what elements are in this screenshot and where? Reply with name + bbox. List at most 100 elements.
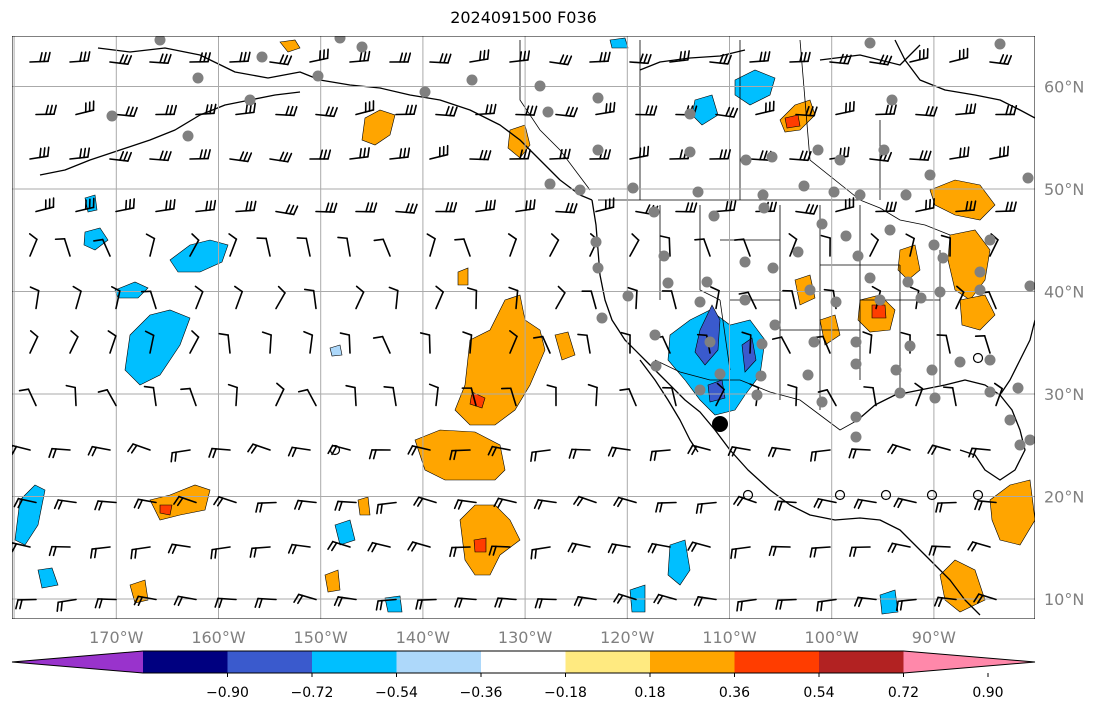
wind-barb xyxy=(454,597,477,608)
station-dot xyxy=(830,296,842,308)
wind-barb xyxy=(869,54,893,66)
wind-barb xyxy=(955,200,977,213)
map-title: 2024091500 F036 xyxy=(450,8,597,27)
negative-anomaly-area xyxy=(609,37,629,49)
station-dot xyxy=(650,360,662,372)
wind-barb xyxy=(493,497,517,509)
wind-barb xyxy=(383,386,397,407)
wind-barb xyxy=(509,330,518,354)
wind-barb xyxy=(144,330,155,354)
wind-barb xyxy=(435,105,458,117)
colorbar-segment xyxy=(312,651,397,673)
wind-barb xyxy=(180,387,197,407)
wind-barb xyxy=(69,51,91,63)
latitude-label: 60°N xyxy=(1044,78,1084,97)
wind-barb xyxy=(107,330,117,354)
latitude-label: 10°N xyxy=(1044,590,1084,609)
station-dot xyxy=(1024,280,1035,292)
colorbar-outline xyxy=(11,650,1036,674)
east-coast-coastline xyxy=(999,319,1035,396)
station-markers xyxy=(106,36,1035,501)
positive-anomaly-area xyxy=(457,267,469,286)
latitude-label: 40°N xyxy=(1044,283,1084,302)
strong-negative-anomaly-area xyxy=(741,337,757,373)
station-dot xyxy=(182,130,194,142)
wind-barb xyxy=(389,52,412,63)
wind-barb xyxy=(607,446,631,458)
wind-barb xyxy=(247,443,271,454)
longitude-label: 90°W xyxy=(912,628,956,647)
station-dot xyxy=(106,110,118,122)
wind-barb xyxy=(133,498,157,510)
negative-anomaly-area xyxy=(667,539,691,586)
wind-barb xyxy=(155,104,178,116)
station-dot xyxy=(192,72,204,84)
wind-barb xyxy=(133,595,157,607)
graticule xyxy=(12,36,1035,619)
wind-barb xyxy=(235,102,256,116)
hudson-bay-coastline xyxy=(894,39,1035,119)
station-dot xyxy=(356,41,368,53)
strong-positive-anomaly-area xyxy=(473,537,487,553)
negative-anomaly-area xyxy=(734,69,776,106)
wind-barb xyxy=(275,204,299,216)
wind-barb xyxy=(909,48,929,63)
wind-barb xyxy=(395,203,418,214)
negative-anomaly-area xyxy=(329,344,343,357)
wind-barb xyxy=(955,285,965,310)
wind-barb xyxy=(275,382,285,407)
wind-barb xyxy=(775,598,797,610)
wind-barb xyxy=(309,48,329,63)
wind-barb xyxy=(577,333,591,354)
wind-barb xyxy=(229,151,253,163)
wind-barb xyxy=(435,202,458,213)
wind-barb xyxy=(829,53,852,65)
wind-barb xyxy=(974,335,991,354)
wind-barb xyxy=(130,546,151,560)
wind-barb xyxy=(694,238,711,257)
wind-barb xyxy=(738,291,757,310)
wind-barb xyxy=(993,382,1003,407)
wind-barb xyxy=(709,53,732,65)
wind-barb xyxy=(234,285,243,310)
station-dot xyxy=(704,336,716,348)
wind-barb xyxy=(97,389,117,407)
wind-barb xyxy=(933,596,957,608)
colorbar-labels: −0.90 −0.72 −0.54 −0.36 −0.18 0.18 0.36 0.54 0.7… xyxy=(206,673,1004,701)
station-dot xyxy=(884,224,896,236)
wind-barb xyxy=(90,546,111,559)
wind-barb xyxy=(755,100,775,116)
wind-barb xyxy=(469,149,492,161)
wind-barb xyxy=(555,202,578,214)
wind-barb xyxy=(249,546,271,558)
station-dot xyxy=(816,218,828,230)
wind-barb xyxy=(65,384,77,407)
wind-barb xyxy=(509,50,531,63)
wind-barb xyxy=(189,149,211,160)
map-area[interactable] xyxy=(8,33,1035,620)
wind-barb xyxy=(741,331,752,354)
wind-barb xyxy=(573,596,597,607)
wind-barb xyxy=(669,50,690,63)
wind-barb xyxy=(54,238,71,257)
station-dot xyxy=(816,396,828,408)
baja-california-coastline xyxy=(639,359,699,453)
station-dot xyxy=(974,284,986,296)
wind-barb xyxy=(875,104,897,116)
wind-barb xyxy=(733,238,751,257)
wind-barb xyxy=(715,382,725,407)
wind-barb xyxy=(989,233,999,257)
wind-barb xyxy=(15,598,37,610)
wind-barb xyxy=(94,598,117,609)
wind-barb xyxy=(388,286,399,310)
wind-barb xyxy=(208,447,231,459)
station-dot xyxy=(739,256,751,268)
negative-anomaly-area xyxy=(334,519,356,546)
wind-barb xyxy=(515,105,538,116)
wind-barb xyxy=(853,498,877,510)
wind-barb xyxy=(687,444,711,456)
wind-barb xyxy=(275,285,286,310)
station-dot xyxy=(864,37,876,49)
station-dot xyxy=(834,154,846,166)
wind-barb xyxy=(782,289,797,310)
